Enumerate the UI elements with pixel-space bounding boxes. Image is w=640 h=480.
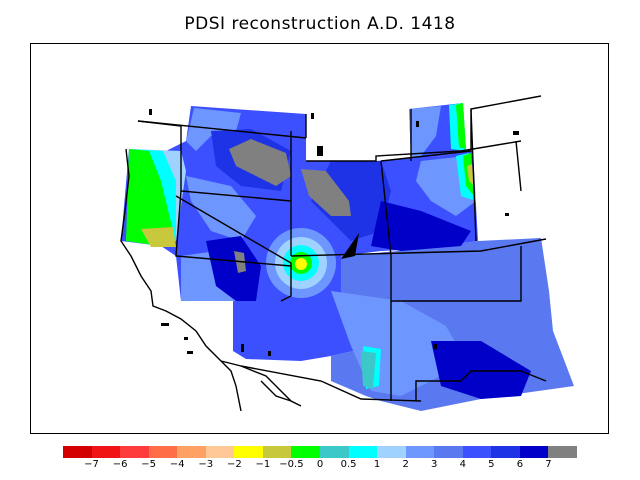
boundary-ca-nv	[175, 190, 292, 267]
boundary-nm	[391, 246, 522, 302]
colorbar-label: 0.5	[340, 459, 357, 470]
field-lightblue-4	[186, 176, 256, 241]
colorbar-swatch	[434, 446, 464, 458]
boundary-ca-nv-diag	[175, 195, 292, 302]
colorbar-swatch	[519, 446, 549, 458]
colorbar-label: 7	[545, 459, 552, 470]
colorbar-label: 4	[459, 459, 466, 470]
island-3	[187, 351, 193, 354]
field-aqua-south	[361, 351, 376, 389]
colorbar-swatch	[548, 446, 578, 458]
lake-6	[505, 213, 509, 216]
lake-5	[513, 131, 519, 135]
colorbar-label: 3	[431, 459, 438, 470]
island-5	[268, 351, 271, 356]
colorbar-label: 1	[373, 459, 381, 470]
colorbar-label: −2	[226, 459, 242, 470]
lake-3	[317, 146, 323, 156]
colorbar-swatch	[205, 446, 235, 458]
colorbar-swatch	[348, 446, 378, 458]
colorbar-swatch	[148, 446, 178, 458]
field-lightblue-2	[409, 106, 441, 159]
coastline-west	[120, 148, 242, 412]
map-frame	[30, 43, 609, 434]
field-darkblue-3	[431, 341, 531, 399]
field-olive-west	[141, 227, 176, 247]
coastline-gulf	[260, 380, 292, 402]
colorbar-label: −7	[84, 459, 99, 470]
boundary-wy	[380, 95, 542, 162]
pdsi-map	[120, 95, 574, 412]
island-1	[161, 323, 169, 326]
colorbar-swatch	[91, 446, 121, 458]
small-features	[149, 109, 519, 356]
boundary-wa-or	[137, 120, 182, 127]
colorbar-swatch	[320, 446, 349, 458]
coastline-baja	[220, 360, 302, 407]
boundary-us-mexico	[240, 365, 422, 402]
colorbar	[63, 446, 578, 458]
colorbar-swatch	[491, 446, 521, 458]
lake-2	[311, 113, 314, 119]
boundary-nd-sd	[470, 108, 522, 242]
salton-feature	[341, 233, 359, 259]
colorbar-label: −6	[112, 459, 128, 470]
colorbar-label: 5	[488, 459, 495, 470]
colorbar-label: 0	[316, 459, 324, 470]
field-green-west	[126, 149, 173, 246]
field-yellow-wy	[467, 164, 474, 186]
colorbar-label: −3	[198, 459, 214, 470]
colorbar-swatch	[377, 446, 407, 458]
field-gray-2	[301, 169, 351, 216]
colorbar-swatch	[234, 446, 264, 458]
field-darkblue-2	[371, 201, 471, 251]
colorbar-label: −1	[255, 459, 271, 470]
coastline	[120, 148, 302, 412]
field-gray-1	[229, 139, 291, 186]
colorbar-label: 6	[516, 459, 524, 470]
field-lightblue-1	[186, 108, 241, 151]
colorbar-label: −4	[169, 459, 185, 470]
map-title: PDSI reconstruction A.D. 1418	[184, 14, 456, 34]
boundary-south-tx	[520, 370, 547, 382]
colorbar-swatch	[120, 446, 150, 458]
colorbar-swatch	[405, 446, 435, 458]
island-4	[241, 344, 244, 352]
colorbar-swatch	[462, 446, 492, 458]
lake-7	[433, 344, 437, 349]
boundary-az-nm	[415, 370, 521, 401]
field-darkblue-4	[206, 236, 261, 301]
field-green-mt	[456, 103, 466, 149]
lake-1	[149, 109, 152, 115]
colorbar-label: −0.5	[279, 459, 304, 470]
colorbar-label: 2	[402, 459, 409, 470]
lake-4	[416, 121, 419, 127]
island-2	[184, 337, 188, 340]
colorbar-label: −5	[141, 459, 157, 470]
colorbar-swatch	[63, 446, 92, 458]
pdsi-field	[121, 103, 574, 411]
colorbar-swatch	[291, 446, 321, 458]
colorbar-swatch	[177, 446, 207, 458]
field-anomaly-center	[295, 258, 307, 270]
colorbar-swatch	[262, 446, 292, 458]
boundary-ut-co	[380, 160, 392, 401]
